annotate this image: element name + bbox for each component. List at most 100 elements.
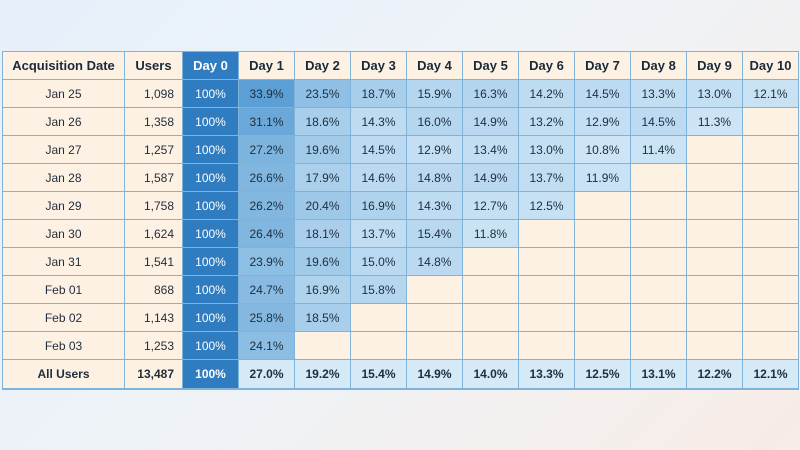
empty-cell (686, 191, 743, 220)
empty-cell (686, 303, 743, 332)
users-cell: 1,257 (124, 135, 183, 164)
retention-cell-day-7: 12.9% (574, 107, 631, 136)
empty-cell (518, 275, 575, 304)
retention-cell-day-7: 14.5% (574, 79, 631, 108)
retention-cell-day-9: 12.2% (686, 359, 743, 390)
retention-cell-day-8: 13.1% (630, 359, 687, 390)
empty-cell (574, 219, 631, 248)
retention-cell-day-0: 100% (182, 303, 239, 332)
users-cell: 1,758 (124, 191, 183, 220)
empty-cell (406, 275, 463, 304)
empty-cell (742, 219, 799, 248)
retention-cell-day-2: 19.6% (294, 135, 351, 164)
retention-cell-day-1: 26.2% (238, 191, 295, 220)
table-row: Feb 02 1,143 100% 25.8% 18.5% (2, 303, 799, 332)
retention-cell-day-5: 14.9% (462, 163, 519, 192)
table-row: Feb 01 868 100% 24.7% 16.9% 15.8% (2, 275, 799, 304)
column-header-day-2: Day 2 (294, 51, 351, 80)
retention-cell-day-3: 14.5% (350, 135, 407, 164)
empty-cell (742, 191, 799, 220)
retention-cell-day-7: 11.9% (574, 163, 631, 192)
retention-cell-day-6: 13.2% (518, 107, 575, 136)
users-cell: 13,487 (124, 359, 183, 390)
retention-cell-day-6: 12.5% (518, 191, 575, 220)
retention-cell-day-4: 14.3% (406, 191, 463, 220)
empty-cell (462, 275, 519, 304)
table-row: Jan 29 1,758 100% 26.2% 20.4% 16.9% 14.3% 12.7%… (2, 191, 799, 220)
users-cell: 1,358 (124, 107, 183, 136)
row-label: Jan 28 (2, 163, 125, 192)
retention-cell-day-1: 23.9% (238, 247, 295, 276)
retention-cell-day-2: 17.9% (294, 163, 351, 192)
column-header-day-7: Day 7 (574, 51, 631, 80)
retention-cell-day-4: 16.0% (406, 107, 463, 136)
retention-cell-day-3: 13.7% (350, 219, 407, 248)
cohort-table-container: Acquisition Date Users Day 0 Day 1 Day 2 Day … (2, 51, 799, 390)
empty-cell (518, 247, 575, 276)
empty-cell (742, 331, 799, 360)
retention-cell-day-1: 24.1% (238, 331, 295, 360)
column-header-day-5: Day 5 (462, 51, 519, 80)
empty-cell (742, 247, 799, 276)
retention-cell-day-5: 14.0% (462, 359, 519, 390)
empty-cell (574, 191, 631, 220)
retention-cell-day-1: 27.2% (238, 135, 295, 164)
empty-cell (462, 247, 519, 276)
retention-cell-day-0: 100% (182, 163, 239, 192)
retention-cell-day-10: 12.1% (742, 359, 799, 390)
table-row: Jan 31 1,541 100% 23.9% 19.6% 15.0% 14.8% (2, 247, 799, 276)
empty-cell (462, 331, 519, 360)
retention-cell-day-0: 100% (182, 359, 239, 390)
retention-cell-day-1: 26.6% (238, 163, 295, 192)
table-row: Jan 26 1,358 100% 31.1% 18.6% 14.3% 16.0% 14.9%… (2, 107, 799, 136)
column-header-day-8: Day 8 (630, 51, 687, 80)
table-row: Feb 03 1,253 100% 24.1% (2, 331, 799, 360)
retention-cell-day-0: 100% (182, 247, 239, 276)
retention-cell-day-0: 100% (182, 135, 239, 164)
retention-cell-day-2: 23.5% (294, 79, 351, 108)
users-cell: 1,143 (124, 303, 183, 332)
retention-cell-day-4: 14.8% (406, 163, 463, 192)
header-row: Acquisition Date Users Day 0 Day 1 Day 2 Day … (2, 51, 799, 80)
retention-cell-day-1: 25.8% (238, 303, 295, 332)
table-body: Jan 25 1,098 100% 33.9% 23.5% 18.7% 15.9% 16.3%… (2, 79, 799, 390)
retention-cell-day-5: 11.8% (462, 219, 519, 248)
empty-cell (574, 303, 631, 332)
retention-cell-day-10: 12.1% (742, 79, 799, 108)
users-cell: 1,253 (124, 331, 183, 360)
empty-cell (406, 303, 463, 332)
users-cell: 1,541 (124, 247, 183, 276)
retention-cell-day-1: 27.0% (238, 359, 295, 390)
column-header-acquisition-date: Acquisition Date (2, 51, 125, 80)
empty-cell (294, 331, 351, 360)
retention-cell-day-3: 16.9% (350, 191, 407, 220)
empty-cell (742, 275, 799, 304)
users-cell: 868 (124, 275, 183, 304)
empty-cell (574, 331, 631, 360)
empty-cell (630, 219, 687, 248)
users-cell: 1,587 (124, 163, 183, 192)
retention-cell-day-1: 26.4% (238, 219, 295, 248)
retention-cell-day-4: 12.9% (406, 135, 463, 164)
users-cell: 1,098 (124, 79, 183, 108)
retention-cell-day-0: 100% (182, 331, 239, 360)
retention-cell-day-4: 15.4% (406, 219, 463, 248)
column-header-day-10: Day 10 (742, 51, 799, 80)
retention-cell-day-2: 18.1% (294, 219, 351, 248)
empty-cell (686, 331, 743, 360)
retention-cell-day-9: 11.3% (686, 107, 743, 136)
empty-cell (742, 303, 799, 332)
retention-cell-day-0: 100% (182, 107, 239, 136)
retention-cell-day-3: 15.0% (350, 247, 407, 276)
retention-cell-day-8: 13.3% (630, 79, 687, 108)
users-cell: 1,624 (124, 219, 183, 248)
empty-cell (742, 163, 799, 192)
row-label: Feb 01 (2, 275, 125, 304)
row-label: Jan 27 (2, 135, 125, 164)
retention-cell-day-6: 13.3% (518, 359, 575, 390)
row-label: Jan 25 (2, 79, 125, 108)
retention-cell-day-0: 100% (182, 275, 239, 304)
table-row: Jan 30 1,624 100% 26.4% 18.1% 13.7% 15.4% 11.8% (2, 219, 799, 248)
retention-cell-day-8: 14.5% (630, 107, 687, 136)
retention-cell-day-2: 20.4% (294, 191, 351, 220)
